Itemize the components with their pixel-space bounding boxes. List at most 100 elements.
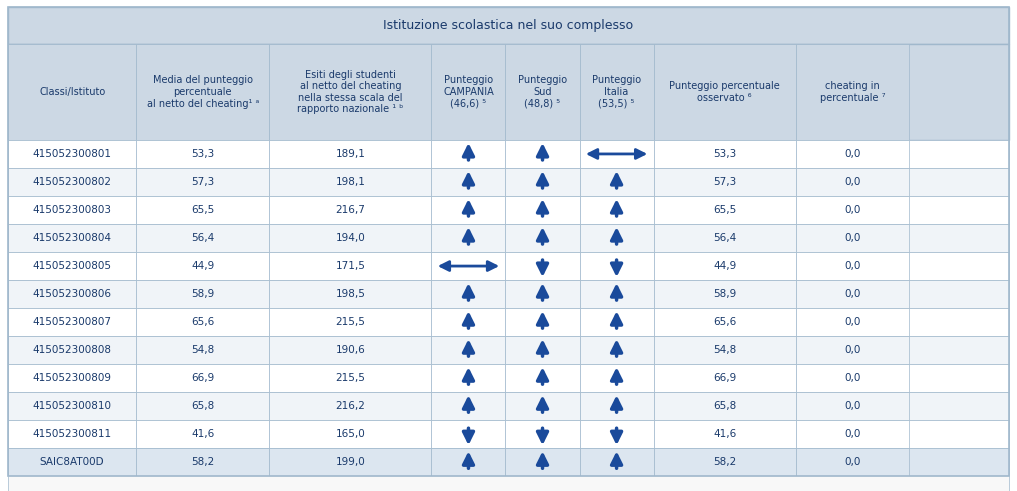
Text: 53,3: 53,3	[191, 149, 215, 159]
Text: 0,0: 0,0	[844, 261, 860, 271]
Bar	[8, 364, 136, 392]
Bar	[580, 280, 654, 308]
Bar	[136, 44, 270, 140]
Bar	[505, 252, 580, 280]
Bar	[580, 336, 654, 364]
Text: 54,8: 54,8	[713, 345, 736, 355]
Bar	[8, 168, 136, 196]
Text: 216,2: 216,2	[336, 401, 365, 411]
Bar	[654, 168, 795, 196]
Bar	[8, 252, 1009, 280]
Bar	[8, 476, 1009, 491]
Bar	[580, 168, 654, 196]
Bar	[431, 280, 505, 308]
Text: 0,0: 0,0	[844, 177, 860, 187]
Bar	[505, 392, 580, 420]
Text: 194,0: 194,0	[336, 233, 365, 243]
Bar	[8, 224, 136, 252]
Bar	[8, 280, 1009, 308]
Text: 415052300805: 415052300805	[33, 261, 112, 271]
Bar	[8, 44, 136, 140]
Text: 65,5: 65,5	[191, 205, 215, 215]
Bar	[8, 7, 1009, 44]
Bar	[8, 336, 136, 364]
Bar	[795, 168, 909, 196]
Bar	[795, 448, 909, 476]
Text: 0,0: 0,0	[844, 429, 860, 439]
Bar	[270, 448, 431, 476]
Bar	[431, 140, 505, 168]
Text: 415052300802: 415052300802	[33, 177, 112, 187]
Bar	[270, 224, 431, 252]
Text: 54,8: 54,8	[191, 345, 215, 355]
Text: 0,0: 0,0	[844, 345, 860, 355]
Text: 215,5: 215,5	[336, 317, 365, 327]
Text: 216,7: 216,7	[336, 205, 365, 215]
Bar	[431, 448, 505, 476]
Text: 66,9: 66,9	[713, 373, 736, 383]
Text: 44,9: 44,9	[713, 261, 736, 271]
Bar	[8, 140, 1009, 168]
Bar	[431, 364, 505, 392]
Text: Istituzione scolastica nel suo complesso: Istituzione scolastica nel suo complesso	[383, 19, 634, 32]
Bar	[8, 44, 1009, 140]
Bar	[270, 140, 431, 168]
Bar	[8, 392, 1009, 420]
Bar	[270, 392, 431, 420]
Text: 215,5: 215,5	[336, 373, 365, 383]
Text: 58,9: 58,9	[713, 289, 736, 299]
Bar	[580, 392, 654, 420]
Bar	[795, 308, 909, 336]
Text: 65,8: 65,8	[713, 401, 736, 411]
Bar	[795, 140, 909, 168]
Bar	[136, 168, 270, 196]
Bar	[580, 140, 654, 168]
Text: Esiti degli studenti
al netto del cheating
nella stessa scala del
rapporto nazio: Esiti degli studenti al netto del cheati…	[297, 70, 404, 114]
Text: 53,3: 53,3	[713, 149, 736, 159]
Bar	[270, 336, 431, 364]
Bar	[795, 224, 909, 252]
Text: 415052300809: 415052300809	[33, 373, 112, 383]
Text: 165,0: 165,0	[336, 429, 365, 439]
Bar	[795, 280, 909, 308]
Bar	[431, 308, 505, 336]
Text: 56,4: 56,4	[191, 233, 215, 243]
Bar	[654, 196, 795, 224]
Text: 57,3: 57,3	[191, 177, 215, 187]
Text: 65,8: 65,8	[191, 401, 215, 411]
Bar	[580, 196, 654, 224]
Bar	[505, 224, 580, 252]
Bar	[654, 252, 795, 280]
Text: 0,0: 0,0	[844, 457, 860, 467]
Bar	[795, 196, 909, 224]
Bar	[8, 420, 1009, 448]
Bar	[8, 280, 136, 308]
Bar	[654, 420, 795, 448]
Bar	[136, 392, 270, 420]
Text: 415052300806: 415052300806	[33, 289, 112, 299]
Text: 415052300810: 415052300810	[33, 401, 112, 411]
Bar	[505, 420, 580, 448]
Text: 199,0: 199,0	[336, 457, 365, 467]
Bar	[8, 448, 1009, 476]
Text: 65,6: 65,6	[713, 317, 736, 327]
Bar	[8, 196, 1009, 224]
Bar	[8, 420, 136, 448]
Text: 198,1: 198,1	[336, 177, 365, 187]
Bar	[580, 308, 654, 336]
Text: 44,9: 44,9	[191, 261, 215, 271]
Bar	[505, 196, 580, 224]
Text: 41,6: 41,6	[191, 429, 215, 439]
Bar	[505, 308, 580, 336]
Bar	[795, 44, 909, 140]
Bar	[8, 308, 1009, 336]
Text: 58,9: 58,9	[191, 289, 215, 299]
Bar	[505, 168, 580, 196]
Bar	[136, 280, 270, 308]
Bar	[654, 336, 795, 364]
Bar	[8, 364, 1009, 392]
Bar	[431, 44, 505, 140]
Bar	[654, 308, 795, 336]
Bar	[431, 420, 505, 448]
Text: 415052300811: 415052300811	[33, 429, 112, 439]
